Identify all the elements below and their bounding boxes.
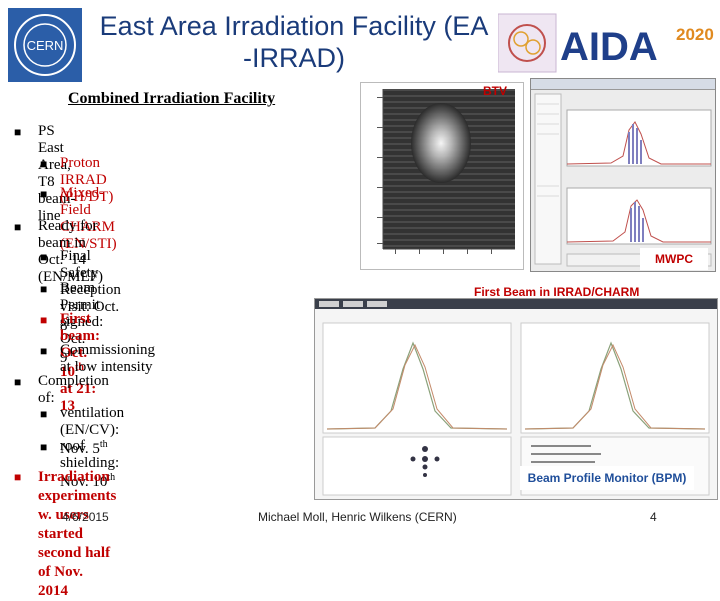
btv-image [360, 82, 524, 270]
aida-year: 2020 [676, 25, 714, 44]
bullet-marker: ■ [40, 157, 48, 171]
mwpc-window [530, 78, 716, 272]
title-line-2: -IRRAD) [243, 43, 345, 73]
bullet-marker: ■ [14, 470, 22, 484]
bullet-safety-reception: Final Safety Reception visit: Oct. 8th [60, 248, 121, 334]
bullet-first-beam: First beam: Oct. 10th at 21: 13 [60, 311, 100, 414]
bullet-marker: ■ [40, 250, 48, 264]
bpm-label: Beam Profile Monitor (BPM) [527, 471, 687, 485]
footer-page-number: 4 [650, 510, 657, 524]
bullet-marker: ■ [40, 282, 48, 296]
bullet-irradiation-experiments: Irradiation experiments w. users started… [38, 469, 117, 599]
page-title: East Area Irradiation Facility (EA -IRRA… [84, 10, 504, 74]
bullet-marker: ■ [14, 220, 22, 234]
bullet-marker: ■ [14, 375, 22, 389]
aida-logo-text: AIDA [560, 25, 658, 69]
bullet-proton-irrad: Proton IRRAD (PH/DT) [60, 155, 114, 205]
footer-date: 4/6/2015 [62, 510, 109, 524]
bullet-completion-of: Completion of: [38, 373, 109, 406]
first-beam-label: First Beam in IRRAD/CHARM [474, 285, 640, 299]
bullet-ready-for-beam: Ready for beam in Oct.’ 14 (EN/MEF) [38, 218, 103, 285]
section-subtitle: Combined Irradiation Facility [68, 90, 276, 107]
bullet-marker: ■ [40, 440, 48, 454]
bullet-marker: ■ [40, 407, 48, 421]
bullet-ps-east-area: PS East Area, T8 beam-line [38, 123, 76, 224]
mwpc-titlebar [531, 79, 715, 90]
bullet-marker: ■ [40, 344, 48, 358]
bpm-label-box: Beam Profile Monitor (BPM) [520, 466, 694, 490]
title-line-1: East Area Irradiation Facility (EA [99, 11, 489, 41]
bullet-roof-shielding: roof shielding: Nov. 10th [60, 438, 120, 490]
bullet-marker: ■ [40, 187, 48, 201]
bullet-marker: ■ [14, 125, 22, 139]
bullet-marker: ■ [40, 313, 48, 327]
mwpc-label: MWPC [655, 252, 693, 266]
btv-label: BTV [483, 84, 507, 98]
footer-authors: Michael Moll, Henric Wilkens (CERN) [258, 510, 457, 524]
mwpc-label-box: MWPC [640, 248, 708, 270]
bullet-ventilation: ventilation (EN/CV): Nov. 5th [60, 405, 125, 457]
aida-logo: AIDA 2020 [497, 12, 714, 74]
bullet-mixed-field-charm: Mixed-Field CHARM (EN/STI) [60, 185, 117, 252]
bullet-commissioning: Commissioning at low intensity [60, 342, 156, 375]
bullet-beam-permit: Beam Permit signed: Oct. 9th [60, 280, 104, 366]
cern-logo-text: CERN [27, 38, 64, 53]
cern-logo: CERN [8, 8, 82, 82]
